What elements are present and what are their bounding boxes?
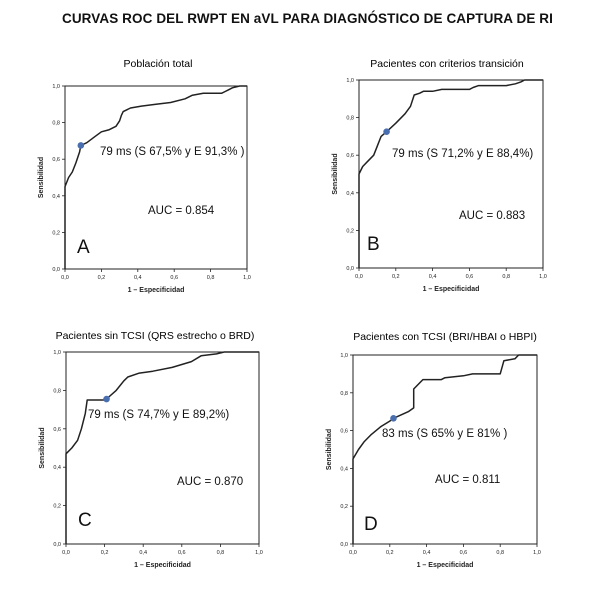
chart-2-y-tick-label: 0,8 [346, 116, 354, 122]
chart-4-x-tick-label: 0,6 [460, 550, 468, 556]
chart-3-x-tick-label: 0,2 [101, 550, 109, 556]
chart-1-y-tick-label: 0,4 [52, 194, 60, 200]
chart-2-x-tick-label: 1,0 [539, 274, 547, 280]
chart-3-y-tick-label: 0,2 [53, 504, 61, 510]
roc-chart-b: Pacientes con criterios transición 0,0 0,2… [332, 58, 547, 293]
chart-2-y-tick-label: 0,6 [346, 153, 354, 159]
chart-3-y-tick-label: 0,8 [53, 388, 61, 394]
chart-3-y-tick-label: 0,0 [53, 542, 61, 548]
chart-1-x-axis-label: 1 – Especificidad [128, 287, 185, 294]
chart-2-x-tick-label: 0,8 [502, 274, 510, 280]
roc-chart-c: Pacientes sin TCSI (QRS estrecho o BRD) 0… [39, 330, 263, 569]
chart-4-x-tick-label: 0,4 [423, 550, 431, 556]
chart-4-cutoff-marker [390, 415, 397, 422]
chart-1-title: Población total [124, 58, 193, 70]
chart-1-x-tick-label: 1,0 [243, 275, 251, 281]
chart-4-y-tick-label: 0,8 [340, 391, 348, 397]
chart-1-y-tick-label: 0,8 [52, 121, 60, 127]
chart-3-roc-curve [65, 351, 259, 544]
chart-3-x-tick-label: 0,4 [139, 550, 147, 556]
chart-4-x-axis-label: 1 – Especificidad [417, 562, 474, 569]
chart-1-x-tick-label: 0,6 [170, 275, 178, 281]
chart-1-roc-curve [64, 85, 247, 269]
chart-4-plot-frame [352, 354, 538, 545]
chart-2-y-tick-label: 0,2 [346, 228, 354, 234]
panel-b: Pacientes con criterios transición 0,0 0,2… [307, 40, 615, 300]
chart-2-x-tick-label: 0,2 [392, 274, 400, 280]
chart-1-plot-frame [64, 85, 248, 270]
chart-2-x-tick-label: 0,4 [429, 274, 437, 280]
chart-2-x-axis-label: 1 – Especificidad [423, 286, 480, 293]
chart-1-cutoff-label: 79 ms (S 67,5% y E 91,3% ) [100, 146, 245, 158]
chart-3-plot-frame [65, 351, 260, 545]
figure-title: CURVAS ROC DEL RWPT EN aVL PARA DIAGNÓST… [61, 11, 554, 26]
chart-3-cutoff-marker [103, 395, 110, 403]
chart-3-x-tick-label: 0,8 [217, 550, 225, 556]
chart-4-y-tick-label: 0,0 [340, 542, 348, 548]
chart-1-x-tick-label: 0,4 [134, 275, 142, 281]
chart-1-x-tick-label: 0,8 [207, 275, 215, 281]
chart-1-cutoff-marker [77, 142, 85, 149]
chart-1-panel-letter: A [77, 237, 90, 258]
chart-3-cutoff-label: 79 ms (S 74,7% y E 89,2%) [88, 409, 229, 421]
chart-1-x-tick-label: 0,0 [61, 275, 69, 281]
chart-3-y-tick-label: 0,4 [53, 465, 61, 471]
chart-4-y-tick-label: 0,2 [340, 504, 348, 510]
panel-d: Pacientes con TCSI (BRI/HBAI o HBPI) 0,0 0… [307, 315, 615, 580]
chart-1-x-tick-label: 0,2 [98, 275, 106, 281]
chart-2-cutoff-label: 79 ms (S 71,2% y E 88,4%) [392, 148, 533, 160]
chart-2-x-tick-label: 0,6 [466, 274, 474, 280]
chart-2-y-tick-label: 1,0 [346, 78, 354, 84]
chart-1-y-tick-label: 0,0 [52, 267, 60, 273]
chart-3-y-tick-label: 1,0 [53, 350, 61, 356]
chart-4-title: Pacientes con TCSI (BRI/HBAI o HBPI) [353, 331, 537, 343]
panel-c: Pacientes sin TCSI (QRS estrecho o BRD) 0… [0, 315, 307, 580]
chart-4-y-tick-label: 1,0 [340, 353, 348, 359]
chart-4-y-tick-label: 0,4 [340, 466, 348, 472]
chart-2-y-axis-label: Sensibilidad [332, 153, 339, 194]
chart-4-x-tick-label: 0,2 [386, 550, 394, 556]
chart-4-x-tick-label: 0,8 [496, 550, 504, 556]
chart-2-cutoff-marker [383, 128, 390, 135]
chart-2-roc-curve [358, 79, 543, 268]
chart-2-y-tick-label: 0,0 [346, 266, 354, 272]
chart-4-y-axis-label: Sensibilidad [326, 429, 333, 470]
chart-1-y-tick-label: 0,6 [52, 157, 60, 163]
chart-3-x-axis-label: 1 – Especificidad [134, 562, 191, 569]
chart-4-x-tick-label: 0,0 [349, 550, 357, 556]
chart-4-y-tick-label: 0,6 [340, 429, 348, 435]
chart-2-plot-frame [358, 79, 544, 269]
chart-4-roc-curve [352, 354, 537, 544]
roc-chart-d: Pacientes con TCSI (BRI/HBAI o HBPI)0,0 0… [326, 331, 541, 569]
panel-a: Población total 0,0 0,2 0,4 0,6 0,8 1,0 0,0 0,2 0… [0, 40, 307, 300]
chart-3-x-tick-label: 0,6 [178, 550, 186, 556]
chart-3-title: Pacientes sin TCSI (QRS estrecho o BRD) [56, 330, 255, 342]
chart-3-y-tick-label: 0,6 [53, 427, 61, 433]
chart-1-y-axis-label: Sensibilidad [38, 157, 45, 198]
chart-2-panel-letter: B [367, 234, 380, 255]
chart-1-y-tick-label: 0,2 [52, 230, 60, 236]
chart-1-auc-label: AUC = 0.854 [148, 205, 215, 217]
chart-4-panel-letter: D [364, 514, 378, 535]
chart-4-cutoff-label: 83 ms (S 65% y E 81% ) [382, 428, 507, 440]
chart-3-auc-label: AUC = 0.870 [177, 476, 243, 488]
chart-1-y-tick-label: 1,0 [52, 84, 60, 90]
chart-3-x-tick-label: 0,0 [62, 550, 70, 556]
chart-4-auc-label: AUC = 0.811 [435, 474, 500, 486]
roc-chart-a: Población total 0,0 0,2 0,4 0,6 0,8 1,0 0,0 0,2 0… [38, 58, 251, 294]
chart-3-x-tick-label: 1,0 [255, 550, 263, 556]
chart-3-y-axis-label: Sensibilidad [39, 427, 46, 468]
chart-2-x-tick-label: 0,0 [355, 274, 363, 280]
chart-2-title: Pacientes con criterios transición [370, 58, 524, 70]
chart-2-auc-label: AUC = 0.883 [459, 210, 525, 222]
chart-2-y-tick-label: 0,4 [346, 191, 354, 197]
chart-3-panel-letter: C [78, 510, 92, 531]
chart-4-x-tick-label: 1,0 [533, 550, 541, 556]
